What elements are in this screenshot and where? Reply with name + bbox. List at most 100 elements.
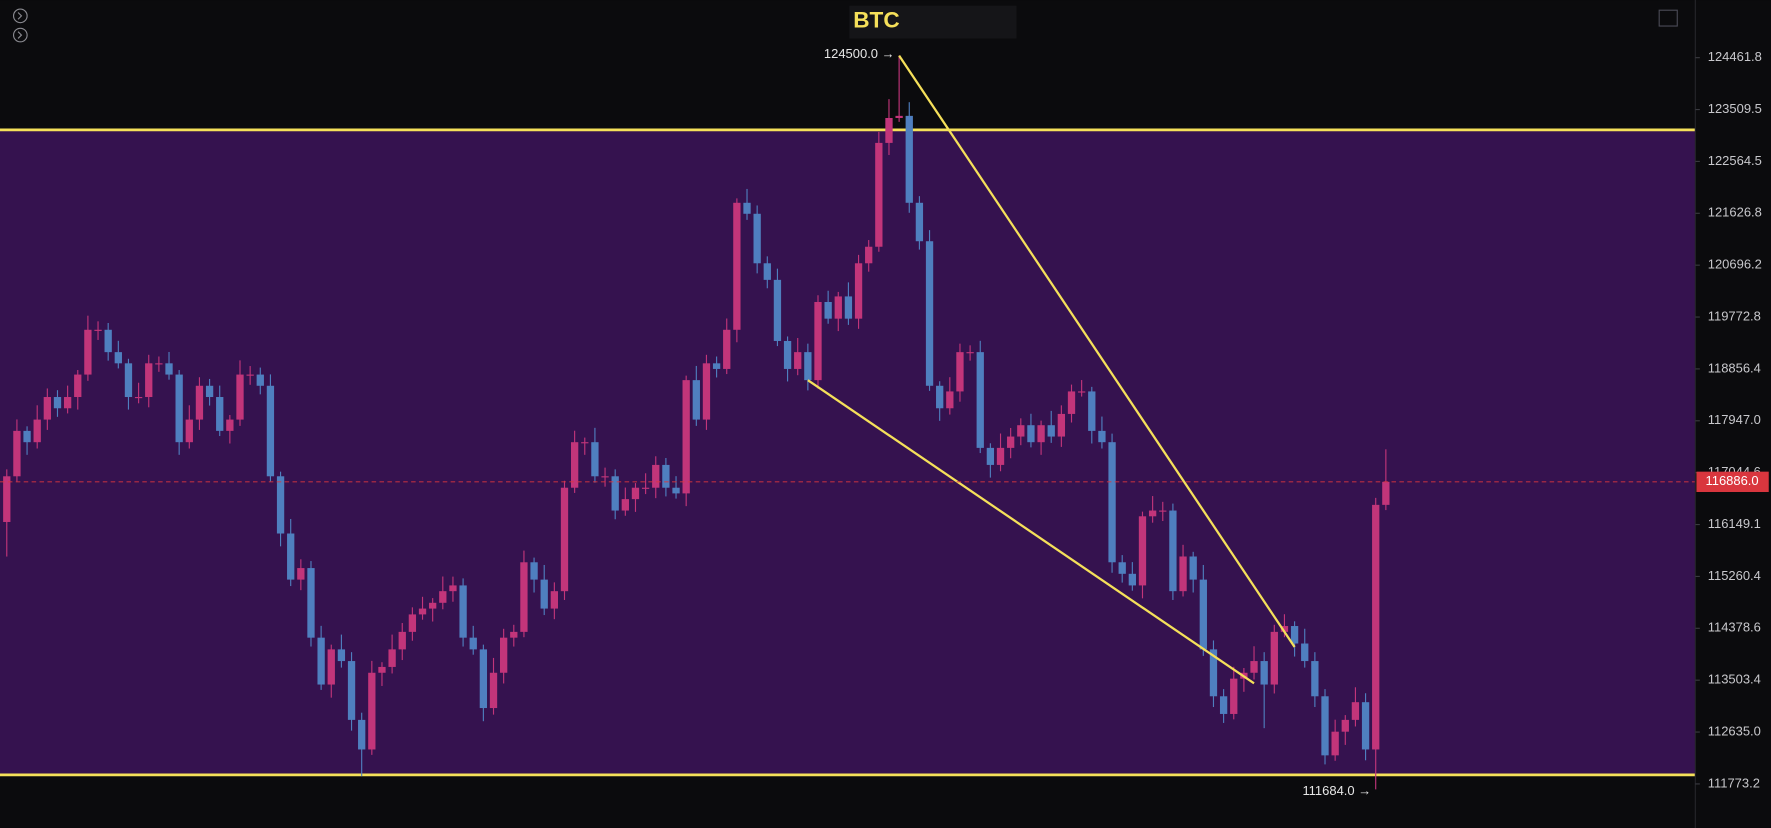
candle-body [875, 142, 883, 247]
candle-body [439, 591, 447, 603]
candle-body [672, 487, 680, 494]
candle-body [986, 447, 995, 465]
candle-body [23, 430, 31, 443]
candle-body [418, 608, 427, 615]
candle-body [976, 352, 984, 448]
candle-body [865, 246, 873, 264]
y-tick-label: 120696.2 [1708, 257, 1762, 272]
candle-body [358, 719, 366, 750]
candle-body [53, 397, 62, 409]
candle-body [733, 202, 741, 330]
candle-body [469, 637, 477, 650]
candle-body [1250, 661, 1258, 673]
candle-body [956, 352, 964, 392]
candle-body [1067, 391, 1076, 414]
candle-body [1321, 696, 1329, 756]
candle-body [134, 397, 143, 399]
candle-body [743, 202, 751, 214]
candle-body [337, 649, 346, 662]
fullscreen-button[interactable] [1658, 9, 1678, 27]
candle-body [489, 672, 498, 709]
candle-body [1301, 643, 1309, 662]
candle-body [915, 202, 924, 242]
candle-body [1098, 430, 1106, 443]
expand-icon [17, 31, 23, 39]
candle-body [1270, 631, 1278, 685]
candle-body [33, 419, 41, 443]
candle-body [256, 374, 264, 386]
candle-body [63, 397, 72, 409]
candle-body [996, 447, 1005, 465]
collapse-button[interactable] [12, 8, 28, 24]
candle-body [925, 241, 934, 386]
candle-body [905, 115, 913, 203]
candle-body [1351, 702, 1360, 720]
candle-body [702, 363, 711, 420]
candle-body [641, 487, 650, 489]
candle-body [1057, 413, 1066, 437]
candle-body [794, 352, 802, 369]
candle-body [662, 464, 670, 488]
price-annotation: 124500.0 → [824, 46, 895, 61]
candle-body [114, 352, 122, 364]
y-tick-label: 123509.5 [1708, 101, 1762, 116]
candle-body [1209, 649, 1218, 697]
candle-body [1372, 504, 1380, 750]
candle-body [540, 579, 548, 609]
candle-body [824, 301, 832, 319]
y-tick-label: 112635.0 [1708, 723, 1761, 738]
candle-body [1382, 481, 1390, 505]
candle-body [692, 380, 700, 420]
candle-body [459, 585, 467, 638]
candle-body [611, 476, 619, 511]
candle-body [570, 442, 579, 488]
candle-body [601, 476, 609, 478]
candle-body [388, 649, 396, 667]
candle-body [398, 631, 406, 650]
trendline [807, 379, 1255, 685]
candle-body [1169, 510, 1177, 592]
candle-body [1189, 556, 1197, 580]
chart-title: BTC [853, 7, 899, 32]
candle-body [1290, 626, 1299, 644]
y-tick-label: 111773.2 [1708, 775, 1760, 790]
candle-body [550, 591, 559, 609]
candle-body [712, 363, 721, 369]
candle-body [773, 279, 782, 341]
candle-body [1260, 661, 1268, 685]
candle-body [814, 301, 822, 381]
candle-body [287, 533, 295, 580]
candle-body [145, 363, 153, 398]
candle-body [1311, 661, 1319, 697]
candle-body [1341, 719, 1349, 732]
candle-body [1077, 391, 1086, 393]
candle-body [621, 499, 629, 511]
candle-body [834, 296, 842, 319]
title-box [849, 5, 1017, 39]
candle-body [1331, 731, 1339, 756]
candle-body [783, 340, 792, 369]
candle-body [844, 296, 853, 319]
y-tick-label: 122564.5 [1708, 153, 1762, 168]
trendline [898, 54, 1296, 648]
candle-body [895, 115, 903, 118]
candle-body [936, 385, 944, 409]
candle-body [104, 329, 112, 353]
candle-body [195, 385, 204, 420]
candle-body [804, 352, 812, 381]
candle-body [317, 637, 325, 685]
candle-body [1159, 510, 1167, 512]
candle-body [885, 117, 893, 143]
last-price-box [1696, 471, 1769, 492]
candle-body [1280, 626, 1289, 632]
y-tick-label: 114378.6 [1708, 620, 1761, 635]
candle-body [1361, 702, 1370, 750]
y-tick-label: 115260.4 [1708, 568, 1761, 583]
candle-body [753, 213, 761, 264]
candle-body [946, 391, 954, 409]
expand-button[interactable] [12, 27, 28, 43]
y-tick-label: 119772.8 [1708, 308, 1761, 323]
candle-body [185, 419, 193, 443]
candle-body [520, 562, 528, 632]
candle-body [763, 263, 771, 280]
